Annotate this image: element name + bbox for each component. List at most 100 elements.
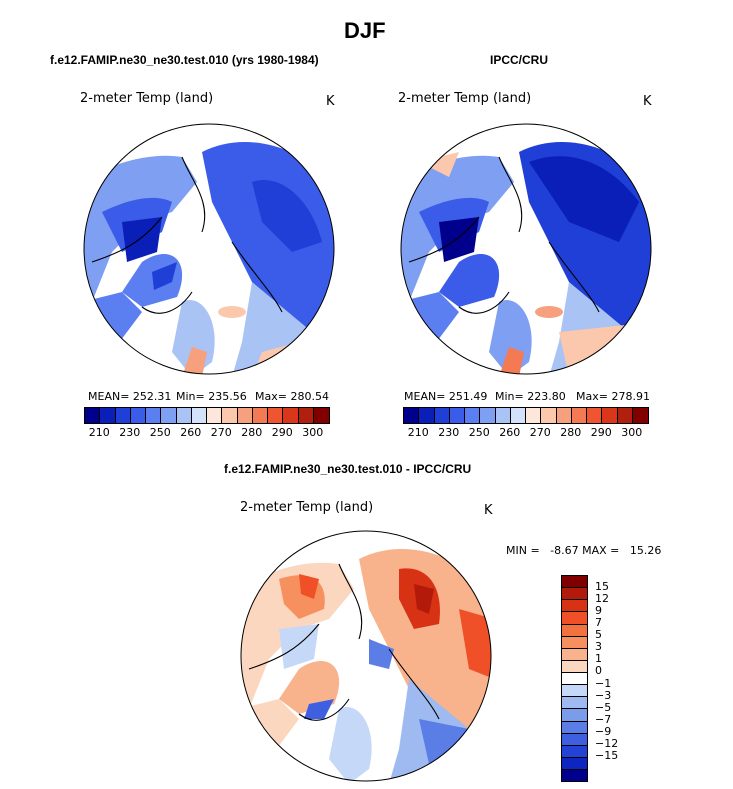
right-min: Min= 223.80 [495, 390, 566, 403]
diff-colorbar-swatch [562, 733, 587, 746]
colorbar-tick-label: 300 [621, 426, 643, 439]
colorbar-tick-label: 230 [438, 426, 460, 439]
colorbar-tick-label: 210 [88, 426, 110, 439]
colorbar-tick-label: 270 [529, 426, 551, 439]
diff-colorbar-swatch [562, 600, 587, 613]
left-colorbar [84, 407, 330, 424]
colorbar-swatch [222, 408, 238, 423]
diff-colorbar-label: 3 [595, 640, 602, 654]
colorbar-swatch [617, 408, 633, 423]
diff-minmax: MIN = -8.67 MAX = 15.26 [506, 544, 662, 557]
left-var-label: 2-meter Temp (land) [80, 91, 214, 106]
diff-units: K [484, 503, 493, 518]
left-units: K [326, 94, 335, 109]
right-panel-header: IPCC/CRU [490, 53, 549, 67]
colorbar-swatch [434, 408, 450, 423]
diff-colorbar-swatch [562, 576, 587, 589]
colorbar-swatch [419, 408, 435, 423]
diff-colorbar-swatch [562, 612, 587, 625]
colorbar-swatch [587, 408, 603, 423]
colorbar-tick-label: 250 [468, 426, 490, 439]
colorbar-tick-label: 280 [560, 426, 582, 439]
colorbar-swatch [465, 408, 481, 423]
diff-colorbar-label: −3 [595, 688, 612, 702]
colorbar-swatch [268, 408, 284, 423]
diff-colorbar-swatch [562, 624, 587, 637]
colorbar-swatch [146, 408, 162, 423]
diff-colorbar-swatch [562, 709, 587, 722]
left-mean: MEAN= 252.31 [88, 390, 172, 403]
colorbar-tick-label: 280 [241, 426, 263, 439]
colorbar-swatch [556, 408, 572, 423]
colorbar-tick-label: 270 [210, 426, 232, 439]
colorbar-tick-label: 210 [407, 426, 429, 439]
diff-colorbar-label: 7 [595, 616, 602, 630]
left-polar-map [83, 123, 335, 375]
colorbar-swatch [313, 408, 329, 423]
colorbar-swatch [541, 408, 557, 423]
colorbar-swatch [130, 408, 146, 423]
diff-colorbar-label: −5 [595, 700, 612, 714]
colorbar-swatch [510, 408, 526, 423]
diff-colorbar-swatch [562, 697, 587, 710]
diff-colorbar-swatch [562, 685, 587, 698]
colorbar-swatch [571, 408, 587, 423]
right-var-label: 2-meter Temp (land) [398, 91, 532, 106]
diff-colorbar-swatch [562, 770, 587, 782]
colorbar-tick-label: 230 [119, 426, 141, 439]
left-min: Min= 235.56 [176, 390, 247, 403]
diff-colorbar-label: 1 [595, 652, 602, 666]
diff-colorbar-label: −1 [595, 676, 612, 690]
colorbar-swatch [252, 408, 268, 423]
colorbar-tick-label: 260 [180, 426, 202, 439]
diff-colorbar-swatch [562, 588, 587, 601]
colorbar-swatch [207, 408, 223, 423]
diff-colorbar-swatch [562, 648, 587, 661]
colorbar-swatch [283, 408, 299, 423]
diff-colorbar-swatch [562, 757, 587, 770]
colorbar-swatch [632, 408, 648, 423]
colorbar-swatch [449, 408, 465, 423]
colorbar-tick-label: 260 [499, 426, 521, 439]
diff-colorbar-swatch [562, 636, 587, 649]
diff-colorbar-label: 12 [595, 592, 609, 606]
diff-polar-map [240, 530, 492, 782]
right-polar-map [400, 123, 652, 375]
diff-colorbar-swatch [562, 721, 587, 734]
colorbar-swatch [480, 408, 496, 423]
diff-colorbar-label: −7 [595, 712, 612, 726]
left-max: Max= 280.54 [255, 390, 329, 403]
colorbar-swatch [298, 408, 314, 423]
diff-colorbar-label: −12 [595, 736, 619, 750]
right-colorbar [403, 407, 649, 424]
colorbar-swatch [237, 408, 253, 423]
colorbar-swatch [526, 408, 542, 423]
diff-colorbar-label: −15 [595, 748, 619, 762]
colorbar-swatch [115, 408, 131, 423]
diff-colorbar-swatch [562, 745, 587, 758]
colorbar-tick-label: 250 [149, 426, 171, 439]
diff-colorbar-label: 15 [595, 580, 609, 594]
diff-colorbar-label: 0 [595, 664, 602, 678]
colorbar-swatch [404, 408, 420, 423]
colorbar-swatch [495, 408, 511, 423]
right-max: Max= 278.91 [576, 390, 650, 403]
diff-colorbar-label: −9 [595, 724, 612, 738]
colorbar-tick-label: 290 [271, 426, 293, 439]
diff-var-label: 2-meter Temp (land) [240, 500, 374, 515]
colorbar-tick-label: 300 [302, 426, 324, 439]
diff-colorbar-label: 9 [595, 604, 602, 618]
left-panel-header: f.e12.FAMIP.ne30_ne30.test.010 (yrs 1980… [50, 53, 319, 67]
colorbar-swatch [100, 408, 116, 423]
right-mean: MEAN= 251.49 [404, 390, 488, 403]
diff-colorbar-label: 5 [595, 628, 602, 642]
diff-panel-header: f.e12.FAMIP.ne30_ne30.test.010 - IPCC/CR… [224, 462, 472, 476]
colorbar-tick-label: 290 [590, 426, 612, 439]
colorbar-swatch [602, 408, 618, 423]
main-title: DJF [344, 18, 386, 43]
diff-colorbar-swatch [562, 660, 587, 673]
colorbar-swatch [161, 408, 177, 423]
right-units: K [643, 94, 652, 109]
diff-colorbar [561, 575, 588, 782]
diff-colorbar-swatch [562, 673, 587, 686]
